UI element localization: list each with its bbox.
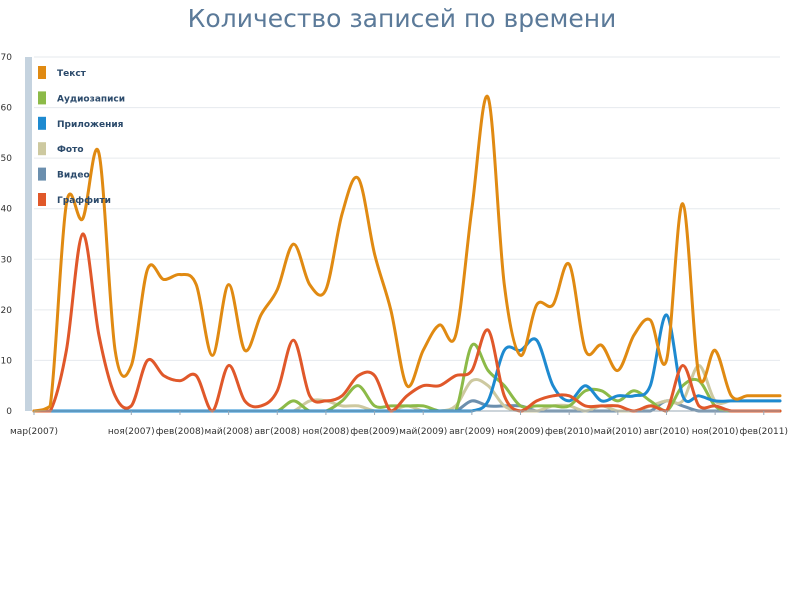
legend-strip [25, 57, 32, 411]
legend-label: Видео [57, 171, 90, 181]
y-tick-label: 70 [1, 53, 13, 63]
y-tick-label: 50 [1, 154, 13, 164]
series-layer [32, 94, 782, 413]
legend-label: Аудиозаписи [57, 94, 125, 104]
x-tick-label: фев(2008) [156, 427, 204, 437]
legend-swatch [38, 142, 46, 156]
y-tick-label: 30 [1, 255, 13, 265]
y-tick-label: 60 [1, 104, 13, 114]
legend-swatch [38, 167, 46, 181]
y-tick-label: 20 [1, 306, 13, 316]
x-tick-label: авг(2009) [449, 427, 494, 437]
y-tick-label: 40 [1, 205, 13, 215]
x-tick-label: фев(2010) [545, 427, 593, 437]
legend-swatch [38, 193, 46, 206]
series-line-1 [32, 94, 782, 413]
y-tick-label: 10 [1, 356, 13, 366]
x-tick-label: май(2008) [205, 427, 253, 437]
x-tick-label: ноя(2007) [108, 427, 155, 437]
x-tick-label: май(2009) [399, 427, 447, 437]
legend: Текст Аудиозаписи Приложения Фото Видео Графф… [38, 66, 125, 206]
legend-label: Приложения [57, 120, 124, 130]
x-tick-label: фев(2009) [350, 427, 398, 437]
legend-label: Фото [57, 145, 84, 155]
legend-label: Текст [57, 69, 87, 79]
legend-swatch [38, 116, 46, 130]
y-tick-label: 0 [6, 407, 12, 417]
legend-swatch [38, 91, 46, 105]
x-tick-label: ноя(2008) [303, 427, 350, 437]
x-tick-label: мар(2007) [10, 427, 58, 437]
x-tick-label: авг(2010) [644, 427, 689, 437]
chart-title: Количество записей по времени [187, 4, 617, 33]
legend-swatch [38, 66, 46, 79]
x-tick-label: ноя(2009) [497, 427, 544, 437]
x-tick-label: авг(2008) [255, 427, 300, 437]
legend-label: Граффити [57, 196, 111, 206]
x-tick-label: ноя(2010) [692, 427, 739, 437]
x-tick-label: май(2010) [594, 427, 642, 437]
series-line-6 [32, 232, 782, 413]
x-tick-label: фев(2011) [740, 427, 788, 437]
